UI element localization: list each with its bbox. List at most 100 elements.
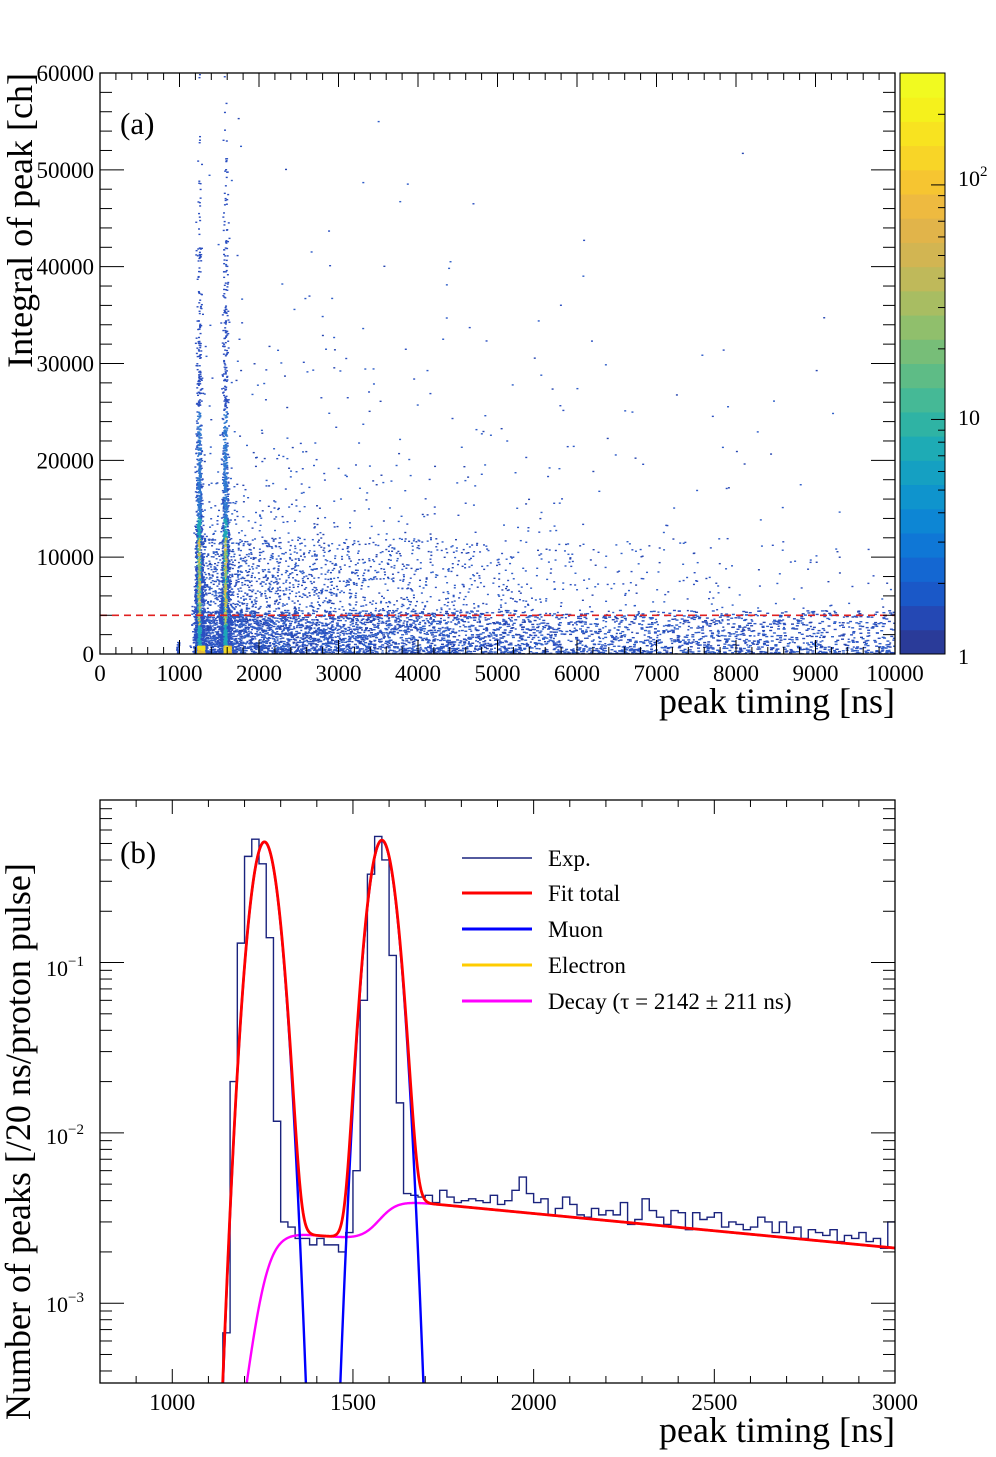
heatmap-bin bbox=[323, 542, 326, 545]
heatmap-bin bbox=[820, 631, 824, 634]
heatmap-bin bbox=[232, 542, 235, 544]
heatmap-bin bbox=[377, 633, 380, 635]
heatmap-bin bbox=[256, 629, 259, 631]
heatmap-bin bbox=[212, 601, 215, 603]
heatmap-bin bbox=[656, 636, 659, 639]
heatmap-bin bbox=[260, 517, 263, 519]
heatmap-bin bbox=[715, 582, 718, 584]
heatmap-bin bbox=[239, 623, 243, 626]
heatmap-bin bbox=[446, 626, 449, 629]
heatmap-bin bbox=[471, 645, 474, 647]
heatmap-bin bbox=[514, 628, 517, 630]
heatmap-bin bbox=[341, 548, 344, 551]
heatmap-bin bbox=[264, 583, 267, 585]
heatmap-bin bbox=[330, 625, 333, 627]
heatmap-bin bbox=[270, 626, 273, 629]
heatmap-bin bbox=[346, 648, 349, 650]
heatmap-bin bbox=[313, 594, 316, 596]
heatmap-bin bbox=[244, 579, 247, 582]
heatmap-bin bbox=[835, 648, 839, 650]
heatmap-bin bbox=[664, 593, 667, 596]
heatmap-bin bbox=[278, 628, 281, 630]
heatmap-bin bbox=[211, 632, 215, 634]
heatmap-bin bbox=[309, 642, 312, 645]
heatmap-bin bbox=[267, 617, 271, 620]
heatmap-bin bbox=[198, 365, 201, 367]
heatmap-bin bbox=[612, 611, 615, 614]
heatmap-bin bbox=[315, 618, 319, 621]
heatmap-bin bbox=[228, 585, 231, 588]
heatmap-bin bbox=[411, 552, 414, 555]
heatmap-bin bbox=[347, 626, 351, 629]
heatmap-bin bbox=[297, 622, 300, 625]
heatmap-bin bbox=[234, 559, 237, 561]
heatmap-bin bbox=[288, 506, 291, 508]
heatmap-bin bbox=[522, 643, 526, 646]
heatmap-bin bbox=[484, 415, 487, 417]
heatmap-bin bbox=[316, 505, 319, 507]
heatmap-bin bbox=[727, 632, 731, 634]
heatmap-bin bbox=[446, 605, 449, 607]
heatmap-bin bbox=[355, 592, 358, 594]
heatmap-bin bbox=[286, 611, 289, 614]
heatmap-bin bbox=[393, 547, 396, 549]
heatmap-bin bbox=[262, 651, 265, 653]
heatmap-bin bbox=[276, 630, 279, 633]
heatmap-bin bbox=[591, 594, 594, 596]
heatmap-bin bbox=[396, 632, 399, 634]
heatmap-bin bbox=[274, 545, 277, 547]
heatmap-bin bbox=[320, 591, 323, 594]
heatmap-bin bbox=[241, 540, 244, 542]
heatmap-bin bbox=[214, 602, 217, 605]
heatmap-bin bbox=[712, 597, 715, 599]
heatmap-bin bbox=[211, 639, 215, 642]
heatmap-bin bbox=[235, 542, 238, 544]
heatmap-bin bbox=[320, 567, 323, 569]
heatmap-bin bbox=[528, 645, 532, 648]
heatmap-bin bbox=[349, 631, 353, 633]
heatmap-bin bbox=[347, 550, 350, 553]
heatmap-bin bbox=[341, 606, 344, 608]
heatmap-bin bbox=[484, 643, 487, 645]
heatmap-bin bbox=[251, 616, 254, 618]
heatmap-bin bbox=[613, 621, 616, 623]
heatmap-bin bbox=[321, 631, 325, 633]
heatmap-bin bbox=[369, 642, 372, 644]
heatmap-bin bbox=[613, 583, 616, 585]
heatmap-bin bbox=[208, 574, 211, 576]
heatmap-bin bbox=[441, 638, 444, 641]
heatmap-bin bbox=[592, 470, 595, 473]
heatmap-bin bbox=[214, 648, 217, 651]
heatmap-bin bbox=[847, 644, 850, 647]
heatmap-bin bbox=[327, 627, 330, 629]
heatmap-bin bbox=[324, 563, 327, 566]
heatmap-bin bbox=[234, 646, 237, 648]
heatmap-bin bbox=[313, 553, 316, 555]
heatmap-bin bbox=[265, 369, 268, 371]
heatmap-bin bbox=[833, 622, 837, 625]
heatmap-bin bbox=[553, 588, 556, 591]
heatmap-bin bbox=[312, 621, 315, 623]
heatmap-bin bbox=[415, 639, 419, 641]
heatmap-bin bbox=[809, 634, 812, 637]
heatmap-bin bbox=[328, 648, 332, 651]
heatmap-bin bbox=[396, 608, 399, 610]
heatmap-bin bbox=[681, 644, 684, 647]
heatmap-bin bbox=[524, 570, 527, 572]
heatmap-bin bbox=[209, 612, 213, 614]
heatmap-bin bbox=[743, 626, 747, 628]
heatmap-bin bbox=[506, 625, 509, 628]
heatmap-bin bbox=[372, 480, 375, 482]
heatmap-bin bbox=[210, 587, 213, 590]
heatmap-bin bbox=[708, 591, 711, 593]
heatmap-bin bbox=[333, 564, 336, 566]
heatmap-bin bbox=[300, 542, 303, 544]
heatmap-bin bbox=[647, 636, 651, 638]
heatmap-bin bbox=[397, 643, 400, 645]
heatmap-bin bbox=[240, 145, 243, 148]
heatmap-bin bbox=[292, 642, 295, 645]
heatmap-bin bbox=[620, 552, 623, 555]
heatmap-bin bbox=[838, 625, 841, 627]
heatmap-bin bbox=[261, 581, 264, 583]
heatmap-bin bbox=[360, 605, 363, 607]
